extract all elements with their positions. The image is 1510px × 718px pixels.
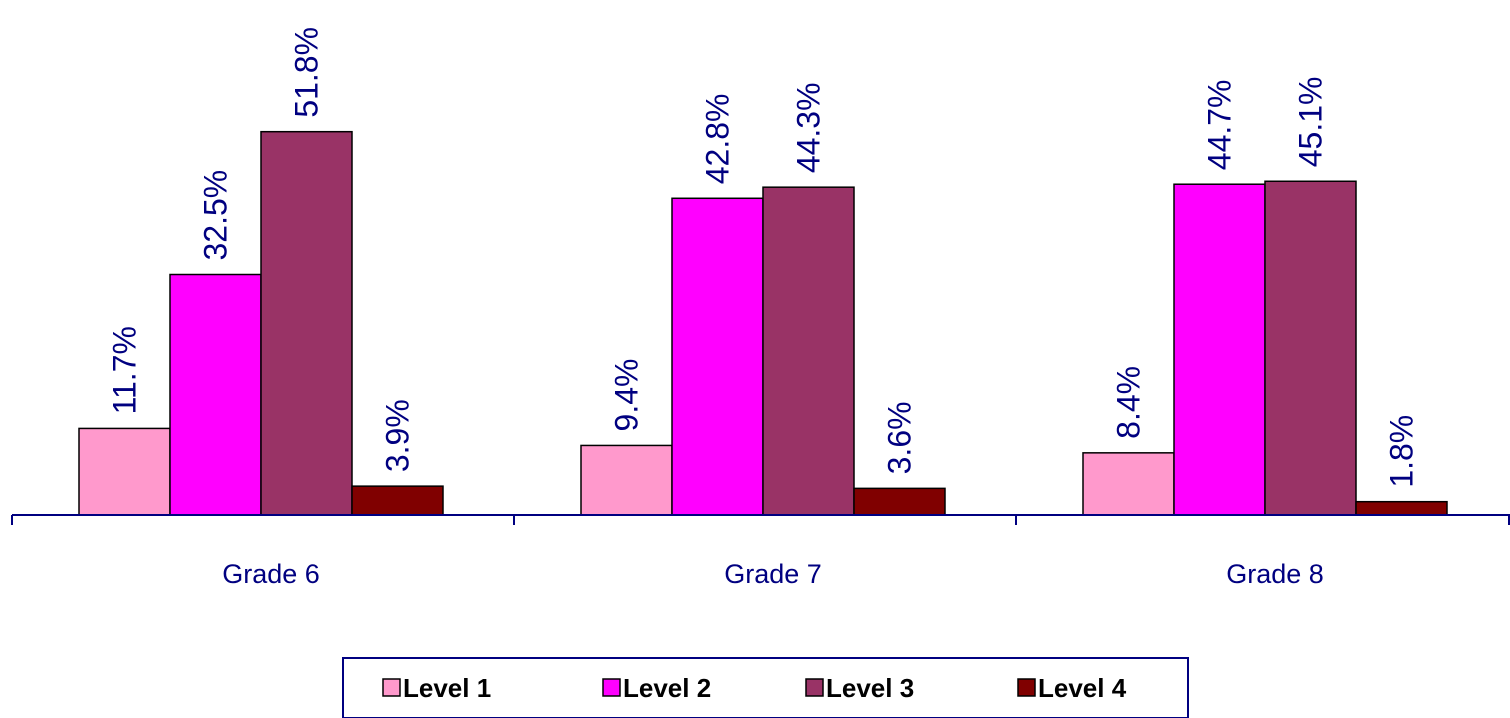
legend-item-level-2: Level 2 (602, 673, 711, 703)
value-label-level-2-grade-6: 32.5% (198, 170, 234, 261)
bar-level-1-grade-8 (1082, 452, 1175, 516)
value-label-level-4-grade-8: 1.8% (1384, 415, 1420, 488)
value-label-level-4-grade-6: 3.9% (380, 399, 416, 472)
legend: Level 1 Level 2 Level 3 Level 4 (342, 657, 1189, 718)
bar-level-4-grade-7 (853, 487, 946, 516)
legend-label-level-4: Level 4 (1038, 673, 1127, 703)
bar-level-2-grade-6 (169, 273, 262, 516)
bar-level-1-grade-7 (580, 444, 673, 516)
category-label-grade-7: Grade 7 (724, 559, 822, 589)
legend-box (342, 657, 1189, 718)
value-label-level-1-grade-8: 8.4% (1111, 366, 1147, 439)
value-label-level-2-grade-7: 42.8% (700, 94, 736, 185)
category-labels: Grade 6 Grade 7 Grade 8 (222, 559, 1324, 589)
category-label-grade-8: Grade 8 (1226, 559, 1324, 589)
value-label-level-3-grade-6: 51.8% (289, 27, 325, 118)
bar-level-2-grade-8 (1173, 183, 1266, 516)
bar-level-4-grade-8 (1355, 500, 1448, 516)
legend-item-level-1: Level 1 (382, 673, 491, 703)
legend-label-level-2: Level 2 (623, 673, 711, 703)
x-axis (11, 514, 1510, 525)
bars-layer (78, 130, 1448, 516)
bar-level-2-grade-7 (671, 197, 764, 516)
legend-swatch-level-2 (602, 678, 621, 697)
bar-level-1-grade-6 (78, 427, 171, 516)
value-label-level-2-grade-8: 44.7% (1202, 79, 1238, 170)
legend-swatch-level-4 (1017, 678, 1036, 697)
legend-item-level-3: Level 3 (805, 673, 914, 703)
bar-level-3-grade-8 (1264, 180, 1357, 516)
category-label-grade-6: Grade 6 (222, 559, 320, 589)
legend-swatch-level-3 (805, 678, 824, 697)
bar-level-4-grade-6 (351, 485, 444, 516)
legend-item-level-4: Level 4 (1017, 673, 1127, 703)
legend-label-level-3: Level 3 (826, 673, 914, 703)
value-label-level-3-grade-7: 44.3% (791, 82, 827, 173)
value-label-level-3-grade-8: 45.1% (1293, 77, 1329, 168)
value-label-level-4-grade-7: 3.6% (882, 401, 918, 474)
legend-swatch-level-1 (382, 678, 401, 697)
bar-level-3-grade-7 (762, 186, 855, 516)
value-labels-layer: 11.7% 9.4% 8.4% 32.5% 42.8% 44.7% 51.8% 44.3% 45… (107, 27, 1420, 488)
bar-level-3-grade-6 (260, 130, 353, 516)
legend-label-level-1: Level 1 (403, 673, 491, 703)
value-label-level-1-grade-6: 11.7% (107, 326, 143, 414)
value-label-level-1-grade-7: 9.4% (609, 359, 645, 432)
